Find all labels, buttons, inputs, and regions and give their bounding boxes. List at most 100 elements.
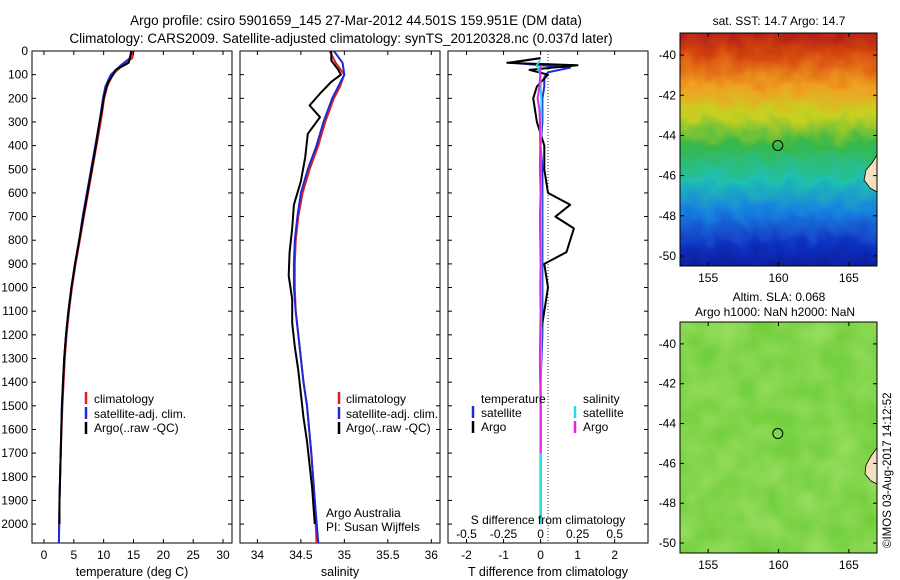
s-argo-line — [536, 65, 542, 454]
x-tick-label: 30 — [216, 548, 230, 562]
x-tick-label: 2 — [611, 548, 618, 562]
lat-tick-label: -48 — [659, 496, 677, 510]
legend-label-t-argo: Argo — [481, 420, 507, 434]
x-tick-label: 15 — [127, 548, 141, 562]
figure-title-line2: Climatology: CARS2009. Satellite-adjuste… — [69, 31, 612, 46]
depth-tick-label: 1900 — [1, 493, 28, 507]
argo-australia-label: Argo Australia — [326, 506, 401, 520]
legend-label-satellite: satellite-adj. clim. — [346, 407, 438, 421]
x-tick-label: 35.5 — [376, 548, 400, 562]
s-tick-label: -0.5 — [456, 527, 477, 541]
depth-tick-label: 600 — [8, 186, 28, 200]
depth-tick-label: 1100 — [2, 304, 28, 318]
depth-tick-label: 0 — [21, 44, 28, 58]
x-tick-label: 25 — [187, 548, 201, 562]
depth-tick-label: 800 — [8, 233, 28, 247]
legend-label-satellite: satellite-adj. clim. — [94, 407, 186, 421]
temperature-panel: 0 5 10 15 20 25 30 climatology satellite-adj. … — [31, 50, 233, 579]
x-tick-label: 0 — [537, 548, 544, 562]
sla-map: Altim. SLA: 0.068 Argo h1000: NaN h2000:… — [659, 290, 878, 572]
x-tick-label: -1 — [498, 548, 509, 562]
x-tick-label: 36 — [425, 548, 439, 562]
s-tick-label: -0.25 — [490, 527, 518, 541]
lat-tick-label: -50 — [659, 249, 677, 263]
x-tick-label: 34.5 — [289, 548, 313, 562]
sla-coastline — [864, 447, 877, 485]
lon-tick-label: 155 — [698, 271, 718, 285]
lon-tick-label: 160 — [768, 271, 788, 285]
lat-tick-label: -40 — [659, 48, 677, 62]
temperature-legend: climatology satellite-adj. clim. Argo(..… — [84, 392, 186, 435]
lat-tick-label: -46 — [659, 169, 677, 183]
s-difference-label: S difference from climatology — [471, 513, 626, 527]
x-tick-label: 5 — [70, 548, 77, 562]
depth-tick-label: 1800 — [1, 470, 28, 484]
legend-title-salinity: salinity — [583, 392, 620, 406]
lat-tick-label: -40 — [659, 337, 677, 351]
argo-line — [58, 50, 133, 525]
sst-field — [680, 33, 877, 266]
depth-tick-label: 1000 — [1, 281, 28, 295]
temperature-panel-frame — [31, 50, 233, 544]
lon-tick-label: 165 — [839, 558, 859, 572]
legend-label-climatology: climatology — [94, 392, 154, 406]
argo-location-marker — [772, 139, 784, 151]
depth-tick-label: 1600 — [1, 422, 28, 436]
legend-label-argo: Argo(..raw -QC) — [346, 421, 431, 435]
x-tick-label: 35 — [338, 548, 352, 562]
depth-tick-label: 400 — [8, 139, 28, 153]
depth-tick-label: 1300 — [1, 352, 28, 366]
legend-label-s-satellite: satellite — [583, 406, 624, 420]
s-tick-label: 0 — [537, 527, 544, 541]
depth-tick-label: 2000 — [1, 517, 28, 531]
lat-tick-label: -46 — [659, 456, 677, 470]
lat-tick-label: -44 — [659, 417, 677, 431]
depth-tick-label: 1400 — [1, 375, 28, 389]
depth-tick-label: 900 — [8, 257, 28, 271]
lon-tick-label: 165 — [839, 271, 859, 285]
depth-tick-label: 1700 — [1, 446, 28, 460]
t-difference-xlabel: T difference from climatology — [468, 565, 629, 579]
lat-tick-label: -48 — [659, 209, 677, 223]
lat-tick-label: -42 — [659, 377, 677, 391]
legend-label-argo: Argo(..raw -QC) — [94, 421, 179, 435]
legend-label-s-argo: Argo — [583, 420, 609, 434]
lat-tick-label: -50 — [659, 536, 677, 550]
x-tick-label: 10 — [97, 548, 111, 562]
copyright-credit: ©IMOS 03-Aug-2017 14:12:52 — [882, 392, 894, 548]
lon-tick-label: 160 — [768, 558, 788, 572]
s-tick-label: 0.5 — [606, 527, 623, 541]
climatology-line — [293, 50, 346, 544]
depth-tick-label: 500 — [8, 162, 28, 176]
legend-label-t-satellite: satellite — [481, 406, 522, 420]
legend-label-climatology: climatology — [346, 392, 406, 406]
depth-tick-label: 1200 — [1, 328, 28, 342]
depth-tick-label: 1500 — [1, 399, 28, 413]
lon-tick-label: 155 — [698, 558, 718, 572]
figure-title-line1: Argo profile: csiro 5901659_145 27-Mar-2… — [130, 13, 582, 28]
pi-label: PI: Susan Wijffels — [326, 520, 420, 534]
difference-legend: temperature salinity satellite Argo sate… — [471, 392, 624, 434]
sla-map-title: Altim. SLA: 0.068 — [733, 290, 826, 304]
depth-tick-label: 300 — [8, 115, 28, 129]
depth-tick-label: 200 — [8, 91, 28, 105]
x-tick-label: 0 — [41, 548, 48, 562]
depth-tick-label: 700 — [8, 210, 28, 224]
salinity-legend: climatology satellite-adj. clim. Argo(..… — [337, 392, 438, 435]
salinity-panel-frame — [239, 50, 441, 544]
difference-panel: -2 -1 0 1 2 -0.5 -0.25 0 0.25 0.5 temperature sal… — [447, 50, 649, 579]
s-tick-label: 0.25 — [566, 527, 590, 541]
sla-map-subtitle: Argo h1000: NaN h2000: NaN — [695, 305, 855, 319]
sla-field — [680, 322, 877, 553]
legend-title-temperature: temperature — [481, 392, 546, 406]
lat-tick-label: -42 — [659, 88, 677, 102]
argo-location-marker — [772, 428, 784, 440]
satellite-line — [292, 50, 346, 544]
sst-map-title: sat. SST: 14.7 Argo: 14.7 — [713, 14, 846, 28]
sst-coastline — [863, 154, 877, 193]
x-tick-label: 20 — [157, 548, 171, 562]
x-tick-label: 1 — [574, 548, 581, 562]
lat-tick-label: -44 — [659, 128, 677, 142]
x-tick-label: -2 — [461, 548, 472, 562]
